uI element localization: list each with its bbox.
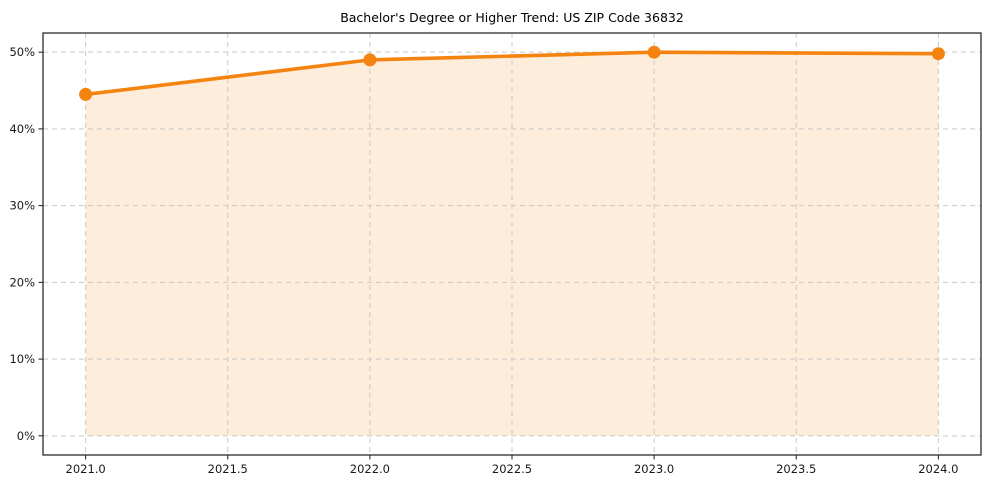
- x-tick-label: 2022.0: [350, 462, 390, 476]
- x-tick-label: 2023.5: [776, 462, 816, 476]
- plot-border: [42, 32, 982, 456]
- y-tick-label: 40%: [9, 122, 35, 136]
- trend-line: [83, 50, 941, 97]
- gridlines-layer: [43, 33, 981, 455]
- x-tick-label: 2021.0: [66, 462, 106, 476]
- data-point-marker: [363, 53, 377, 67]
- x-tick-label: 2024.0: [918, 462, 958, 476]
- y-tick-label: 50%: [9, 45, 35, 59]
- y-tick-label: 0%: [17, 429, 35, 443]
- data-points-layer: [79, 45, 945, 101]
- data-point-marker: [79, 87, 93, 101]
- y-tick-label: 10%: [9, 352, 35, 366]
- y-tick-label: 30%: [9, 199, 35, 213]
- x-tick-label: 2022.5: [492, 462, 532, 476]
- data-point-marker: [647, 45, 661, 59]
- x-tick-label: 2023.0: [634, 462, 674, 476]
- x-tick-label: 2021.5: [208, 462, 248, 476]
- data-point-marker: [931, 47, 945, 61]
- trend-line-layer: [83, 50, 941, 97]
- y-tick-label: 20%: [9, 275, 35, 289]
- chart-title: Bachelor's Degree or Higher Trend: US ZI…: [340, 10, 684, 25]
- axes-layer: 2021.0 2021.5 2022.0 2022.5 2023.0 2023.5 2024…: [9, 32, 982, 476]
